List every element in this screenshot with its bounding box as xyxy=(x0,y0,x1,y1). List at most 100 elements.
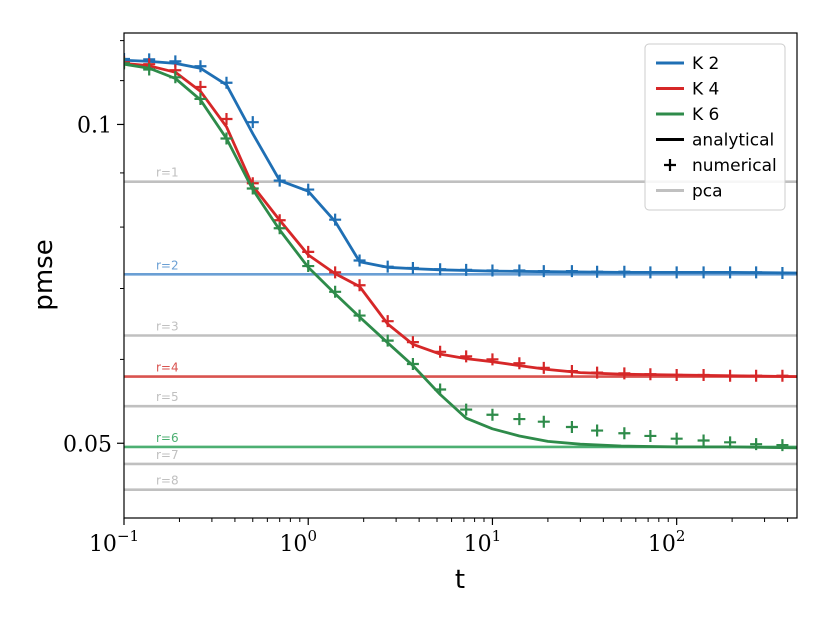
numerical-point xyxy=(618,265,631,278)
numerical-point xyxy=(513,357,526,370)
numerical-point xyxy=(273,222,286,235)
x-tick-label: 10−1 xyxy=(89,527,139,557)
numerical-point xyxy=(460,263,473,276)
numerical-point xyxy=(406,358,419,371)
numerical-point xyxy=(537,361,550,374)
numerical-point xyxy=(381,315,394,328)
numerical-point xyxy=(329,285,342,298)
numerical-point xyxy=(776,369,789,382)
numerical-point xyxy=(434,263,447,276)
numerical-point xyxy=(220,132,233,145)
numerical-point xyxy=(750,369,763,382)
numerical-point xyxy=(434,345,447,358)
numerical-point xyxy=(776,266,789,279)
pca-line-label: r=8 xyxy=(156,474,179,488)
numerical-point xyxy=(724,369,737,382)
pca-line-label: r=2 xyxy=(156,258,179,272)
numerical-point xyxy=(486,264,499,277)
series-2 xyxy=(124,56,797,382)
y-tick-label: 0.1 xyxy=(77,113,112,138)
numerical-point xyxy=(194,92,207,105)
numerical-point xyxy=(513,413,526,426)
legend-entry: K 6 xyxy=(656,105,719,125)
x-tick-base: 10 xyxy=(648,532,676,557)
pca-lines: r=1 r=2 r=3 r=4 r=5 r=6 r=7 r=8 xyxy=(124,166,797,491)
x-tick-exponent: 2 xyxy=(676,527,686,545)
numerical-point xyxy=(246,116,259,129)
numerical-point xyxy=(220,112,233,125)
numerical-point xyxy=(724,436,737,449)
legend-box xyxy=(644,43,786,211)
numerical-point xyxy=(302,245,315,258)
pca-line-label: r=5 xyxy=(156,390,179,404)
numerical-point xyxy=(565,365,578,378)
numerical-point xyxy=(406,261,419,274)
x-tick-base: 10 xyxy=(279,532,307,557)
legend-entry: analytical xyxy=(656,131,774,151)
numerical-point xyxy=(124,52,130,65)
numerical-point xyxy=(776,439,789,452)
series-1 xyxy=(124,52,797,279)
numerical-point xyxy=(486,353,499,366)
legend-label: analytical xyxy=(692,131,774,151)
numerical-point xyxy=(513,264,526,277)
numerical-point xyxy=(618,367,631,380)
numerical-point xyxy=(670,432,683,445)
pca-line-label: r=7 xyxy=(156,448,179,462)
y-tick-label: 0.05 xyxy=(63,432,112,457)
legend-marker xyxy=(664,159,676,171)
x-tick-base: 10 xyxy=(464,532,492,557)
legend-label: K 6 xyxy=(692,105,719,125)
numerical-point xyxy=(329,266,342,279)
numerical-point xyxy=(537,265,550,278)
legend-entry: numerical xyxy=(664,156,777,176)
series-layer xyxy=(124,52,797,452)
legend-entry: pca xyxy=(656,182,723,202)
numerical-point xyxy=(143,63,156,76)
y-axis-label: pmse xyxy=(29,239,59,310)
plot-frame xyxy=(123,32,798,519)
numerical-point xyxy=(697,368,710,381)
numerical-point xyxy=(406,336,419,349)
numerical-point xyxy=(724,266,737,279)
x-tick-exponent: 0 xyxy=(307,527,317,545)
numerical-point xyxy=(644,368,657,381)
numerical-point xyxy=(353,309,366,322)
numerical-point xyxy=(644,266,657,279)
numerical-point xyxy=(618,427,631,440)
numerical-point xyxy=(353,279,366,292)
numerical-point xyxy=(353,254,366,267)
numerical-point xyxy=(697,266,710,279)
pca-line-label: r=1 xyxy=(156,166,179,180)
numerical-point xyxy=(194,60,207,73)
numerical-point xyxy=(194,80,207,93)
numerical-point xyxy=(591,265,604,278)
numerical-point xyxy=(220,76,233,89)
numerical-point xyxy=(591,366,604,379)
legend-label: numerical xyxy=(692,156,777,176)
numerical-point xyxy=(246,182,259,195)
x-tick-label: 100 xyxy=(279,527,317,557)
analytical-line xyxy=(124,62,797,450)
numerical-point xyxy=(124,56,130,69)
series-3 xyxy=(124,57,797,452)
x-tick-label: 101 xyxy=(464,527,502,557)
legend-entry: K 4 xyxy=(656,80,719,100)
legend-entry: K 2 xyxy=(656,54,719,74)
legend-label: pca xyxy=(692,182,723,202)
legend-label: K 4 xyxy=(692,80,719,100)
numerical-point xyxy=(381,260,394,273)
numerical-point xyxy=(486,408,499,421)
legend-label: K 2 xyxy=(692,54,719,74)
numerical-point xyxy=(434,383,447,396)
numerical-point xyxy=(273,174,286,187)
numerical-point xyxy=(460,350,473,363)
x-axis-label: t xyxy=(455,565,465,595)
pca-line-label: r=3 xyxy=(156,320,179,334)
numerical-point xyxy=(565,420,578,433)
numerical-point xyxy=(537,415,550,428)
pca-line-label: r=4 xyxy=(156,361,179,375)
numerical-point xyxy=(169,71,182,84)
